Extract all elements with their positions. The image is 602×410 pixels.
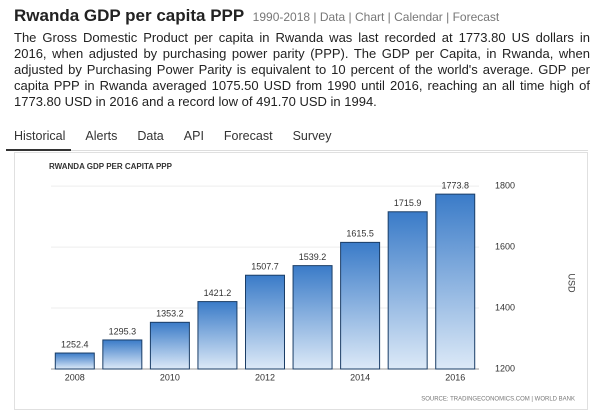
y-tick-label: 1400 xyxy=(495,302,515,312)
bar xyxy=(102,339,143,370)
x-tick-label: 2010 xyxy=(160,372,180,382)
header-links[interactable]: 1990-2018 | Data | Chart | Calendar | Fo… xyxy=(252,10,500,24)
value-label: 1252.4 xyxy=(61,339,89,349)
tab[interactable]: API xyxy=(183,129,204,143)
bar xyxy=(435,193,476,370)
value-label: 1421.2 xyxy=(204,288,232,298)
tab[interactable]: Data xyxy=(137,129,164,143)
value-label: 1773.8 xyxy=(441,181,469,191)
y-tick-label: 1200 xyxy=(495,363,515,373)
source: SOURCE: TRADINGECONOMICS.COM | WORLD BAN… xyxy=(421,397,575,403)
tab[interactable]: Alerts xyxy=(85,129,118,143)
tabs: Historical Alerts Data API Forecast Survey xyxy=(6,126,588,151)
bar xyxy=(149,321,190,370)
header: Rwanda GDP per capita PPP 1990-2018 | Da… xyxy=(14,6,499,26)
chart: RWANDA GDP PER CAPITA PPP USD SOURCE: TR… xyxy=(14,152,588,410)
value-label: 1715.9 xyxy=(394,198,422,208)
description: The Gross Domestic Product per capita in… xyxy=(14,30,590,109)
bar xyxy=(54,352,95,370)
chart-title: RWANDA GDP PER CAPITA PPP xyxy=(49,162,173,171)
bar xyxy=(245,274,285,370)
tab[interactable]: Historical xyxy=(6,126,72,151)
value-label: 1539.2 xyxy=(299,252,327,262)
y-tick-label: 1600 xyxy=(495,241,515,251)
bar xyxy=(340,241,381,370)
x-tick-label: 2012 xyxy=(255,372,275,382)
x-tick-label: 2008 xyxy=(65,372,85,382)
value-label: 1295.3 xyxy=(109,326,137,336)
value-label: 1353.2 xyxy=(156,309,184,319)
y-axis-label: USD xyxy=(567,273,577,293)
x-tick-label: 2014 xyxy=(350,372,370,382)
page-title: Rwanda GDP per capita PPP xyxy=(14,6,245,25)
tab[interactable]: Survey xyxy=(292,129,332,143)
value-label: 1615.5 xyxy=(346,229,374,239)
y-tick-label: 1800 xyxy=(495,181,515,191)
x-tick-label: 2016 xyxy=(445,372,465,382)
value-label: 1507.7 xyxy=(251,262,279,272)
bar xyxy=(387,211,428,370)
bar xyxy=(197,301,238,370)
tab[interactable]: Forecast xyxy=(223,129,273,143)
bar xyxy=(292,265,333,370)
